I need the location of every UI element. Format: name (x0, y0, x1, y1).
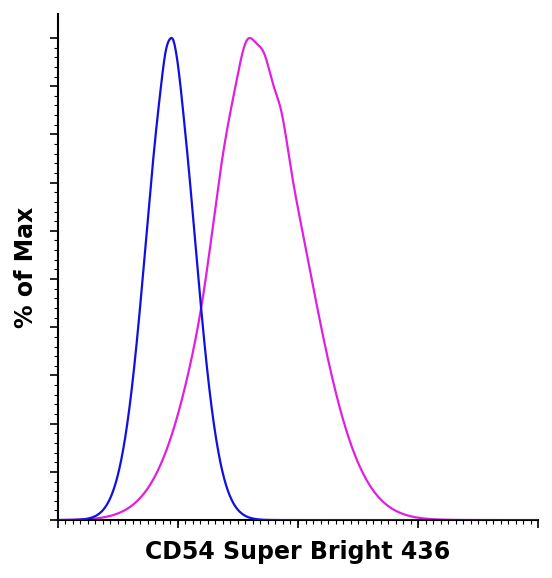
X-axis label: CD54 Super Bright 436: CD54 Super Bright 436 (145, 540, 450, 564)
Y-axis label: % of Max: % of Max (14, 206, 38, 328)
